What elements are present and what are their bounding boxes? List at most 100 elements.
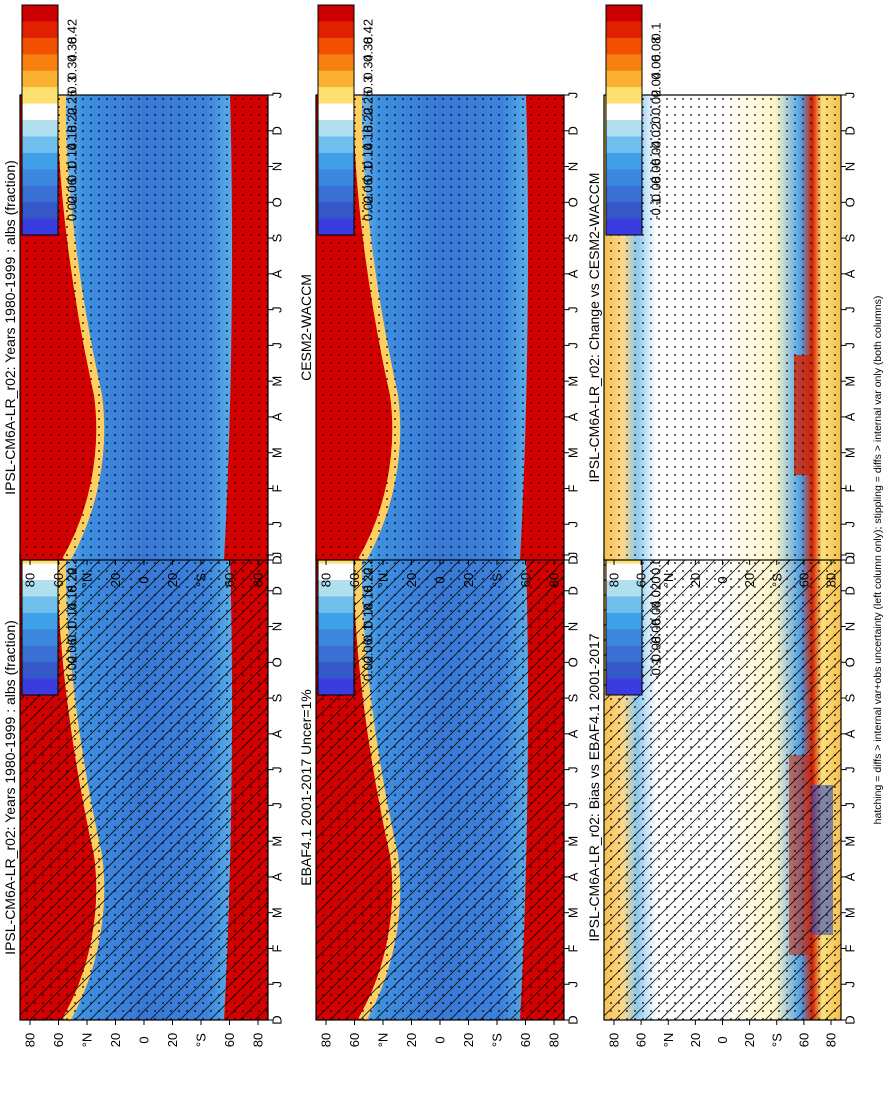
colorbar-swatch: [606, 218, 642, 236]
colorbar-label: 0.14: [65, 603, 80, 628]
x-tick-label: F: [843, 484, 858, 492]
y-tick-label: °N: [376, 1033, 391, 1048]
colorbar-label: 0.38: [65, 37, 80, 62]
y-tick-label: 80: [251, 573, 266, 587]
colorbar-swatch: [606, 136, 642, 154]
x-tick-label: A: [843, 729, 858, 738]
y-tick-label: °S: [490, 1033, 505, 1047]
colorbar-label: 0.34: [361, 54, 376, 79]
x-tick-label: J: [843, 552, 858, 559]
colorbar-swatch: [606, 37, 642, 55]
x-tick-label: A: [270, 269, 285, 278]
x-tick-label: M: [843, 907, 858, 918]
y-tick-label: °S: [490, 573, 505, 587]
colorbar-label: 0.14: [361, 603, 376, 628]
x-tick-label: J: [843, 92, 858, 99]
colorbar-label: 0.22: [65, 567, 80, 592]
y-tick-label: 60: [796, 573, 811, 587]
colorbar-swatch: [318, 596, 354, 614]
colorbar-label: 0.06: [361, 178, 376, 203]
x-tick-label: D: [566, 126, 581, 135]
colorbar-swatch: [606, 70, 642, 88]
colorbar-swatch: [318, 563, 354, 581]
colorbar-label: 0.04: [649, 72, 664, 97]
y-tick-label: 60: [634, 573, 649, 587]
colorbar-swatch: [22, 136, 58, 154]
x-tick-label: M: [843, 376, 858, 387]
colorbar-label: 0.18: [65, 125, 80, 150]
figure-caption: hatching = diffs > internal var+obs unce…: [872, 296, 884, 825]
colorbar-label: -0.1: [649, 657, 664, 679]
colorbar-swatch: [22, 103, 58, 121]
cesm-title: CESM2-WACCM: [298, 274, 314, 381]
y-tick-label: 20: [165, 1033, 180, 1047]
colorbar-swatch: [22, 596, 58, 614]
colorbar-swatch: [318, 21, 354, 39]
ipsl_model-title: IPSL-CM6A-LR_r02: Years 1980-1999 : albs…: [2, 620, 18, 955]
colorbar-label: 0.06: [65, 178, 80, 203]
colorbar-swatch: [606, 169, 642, 187]
x-tick-label: O: [270, 657, 285, 667]
ipsl_bias-title: IPSL-CM6A-LR_r02: Bias vs EBAF4.1 2001-2…: [586, 633, 602, 941]
y-tick-label: 20: [165, 573, 180, 587]
colorbar-label: -0.04: [649, 141, 664, 171]
y-tick-label: 60: [796, 1033, 811, 1047]
colorbar-label: 0.3: [361, 76, 376, 94]
y-tick-label: 80: [607, 1033, 622, 1047]
colorbar-swatch: [606, 202, 642, 220]
colorbar-label: 0.02: [649, 90, 664, 115]
x-tick-label: A: [566, 729, 581, 738]
colorbar-label: 0.42: [361, 19, 376, 44]
colorbar-swatch: [606, 5, 642, 22]
colorbar-swatch: [606, 662, 642, 680]
colorbar-label: 0.22: [361, 567, 376, 592]
x-tick-label: J: [566, 981, 581, 988]
x-tick-label: M: [566, 447, 581, 458]
cesm-colorbar: 0.420.380.340.30.260.220.180.140.10.060.…: [317, 4, 376, 236]
x-tick-label: J: [270, 521, 285, 528]
colorbar-swatch: [318, 54, 354, 72]
y-tick-label: 80: [319, 573, 334, 587]
colorbar-label: -0.06: [649, 158, 664, 188]
y-tick-label: 60: [51, 1033, 66, 1047]
colorbar-label: 0.1: [361, 164, 376, 182]
y-tick-label: °N: [661, 1033, 676, 1048]
x-tick-label: J: [566, 521, 581, 528]
ipsl_model-stippling: [20, 555, 268, 1020]
y-tick-label: 20: [461, 1033, 476, 1047]
colorbar-swatch: [606, 54, 642, 72]
colorbar-swatch: [22, 87, 58, 105]
x-tick-label: J: [843, 342, 858, 349]
ipsl_change-stippling: [604, 95, 841, 560]
colorbar-label: 0.3: [65, 76, 80, 94]
x-tick-label: J: [270, 802, 285, 809]
y-tick-label: 20: [461, 573, 476, 587]
x-tick-label: D: [843, 586, 858, 595]
y-tick-label: 20: [688, 573, 703, 587]
colorbar-label: 0.22: [65, 107, 80, 132]
x-tick-label: J: [270, 552, 285, 559]
colorbar-swatch: [318, 580, 354, 597]
colorbar-swatch: [22, 185, 58, 203]
colorbar-label: 0.22: [361, 107, 376, 132]
colorbar-label: 0.42: [65, 19, 80, 44]
x-tick-label: J: [566, 92, 581, 99]
x-tick-label: M: [843, 836, 858, 847]
colorbar-frame: [21, 4, 59, 236]
colorbar-label: 0.1: [65, 164, 80, 182]
y-tick-label: 80: [251, 1033, 266, 1047]
colorbar-swatch: [22, 678, 58, 696]
x-tick-label: N: [270, 162, 285, 171]
colorbar-swatch: [318, 662, 354, 680]
x-tick-label: F: [566, 944, 581, 952]
x-tick-label: M: [270, 376, 285, 387]
colorbar-swatch: [318, 5, 354, 22]
ipsl_model_2-title: IPSL-CM6A-LR_r02: Years 1980-1999 : albs…: [2, 160, 18, 495]
x-tick-label: F: [270, 944, 285, 952]
ebaf_obs-title: EBAF4.1 2001-2017 Uncer=1%: [298, 689, 314, 886]
x-tick-label: A: [270, 729, 285, 738]
y-tick-label: 0: [433, 1036, 448, 1043]
y-tick-label: 20: [742, 1033, 757, 1047]
colorbar-swatch: [22, 645, 58, 663]
